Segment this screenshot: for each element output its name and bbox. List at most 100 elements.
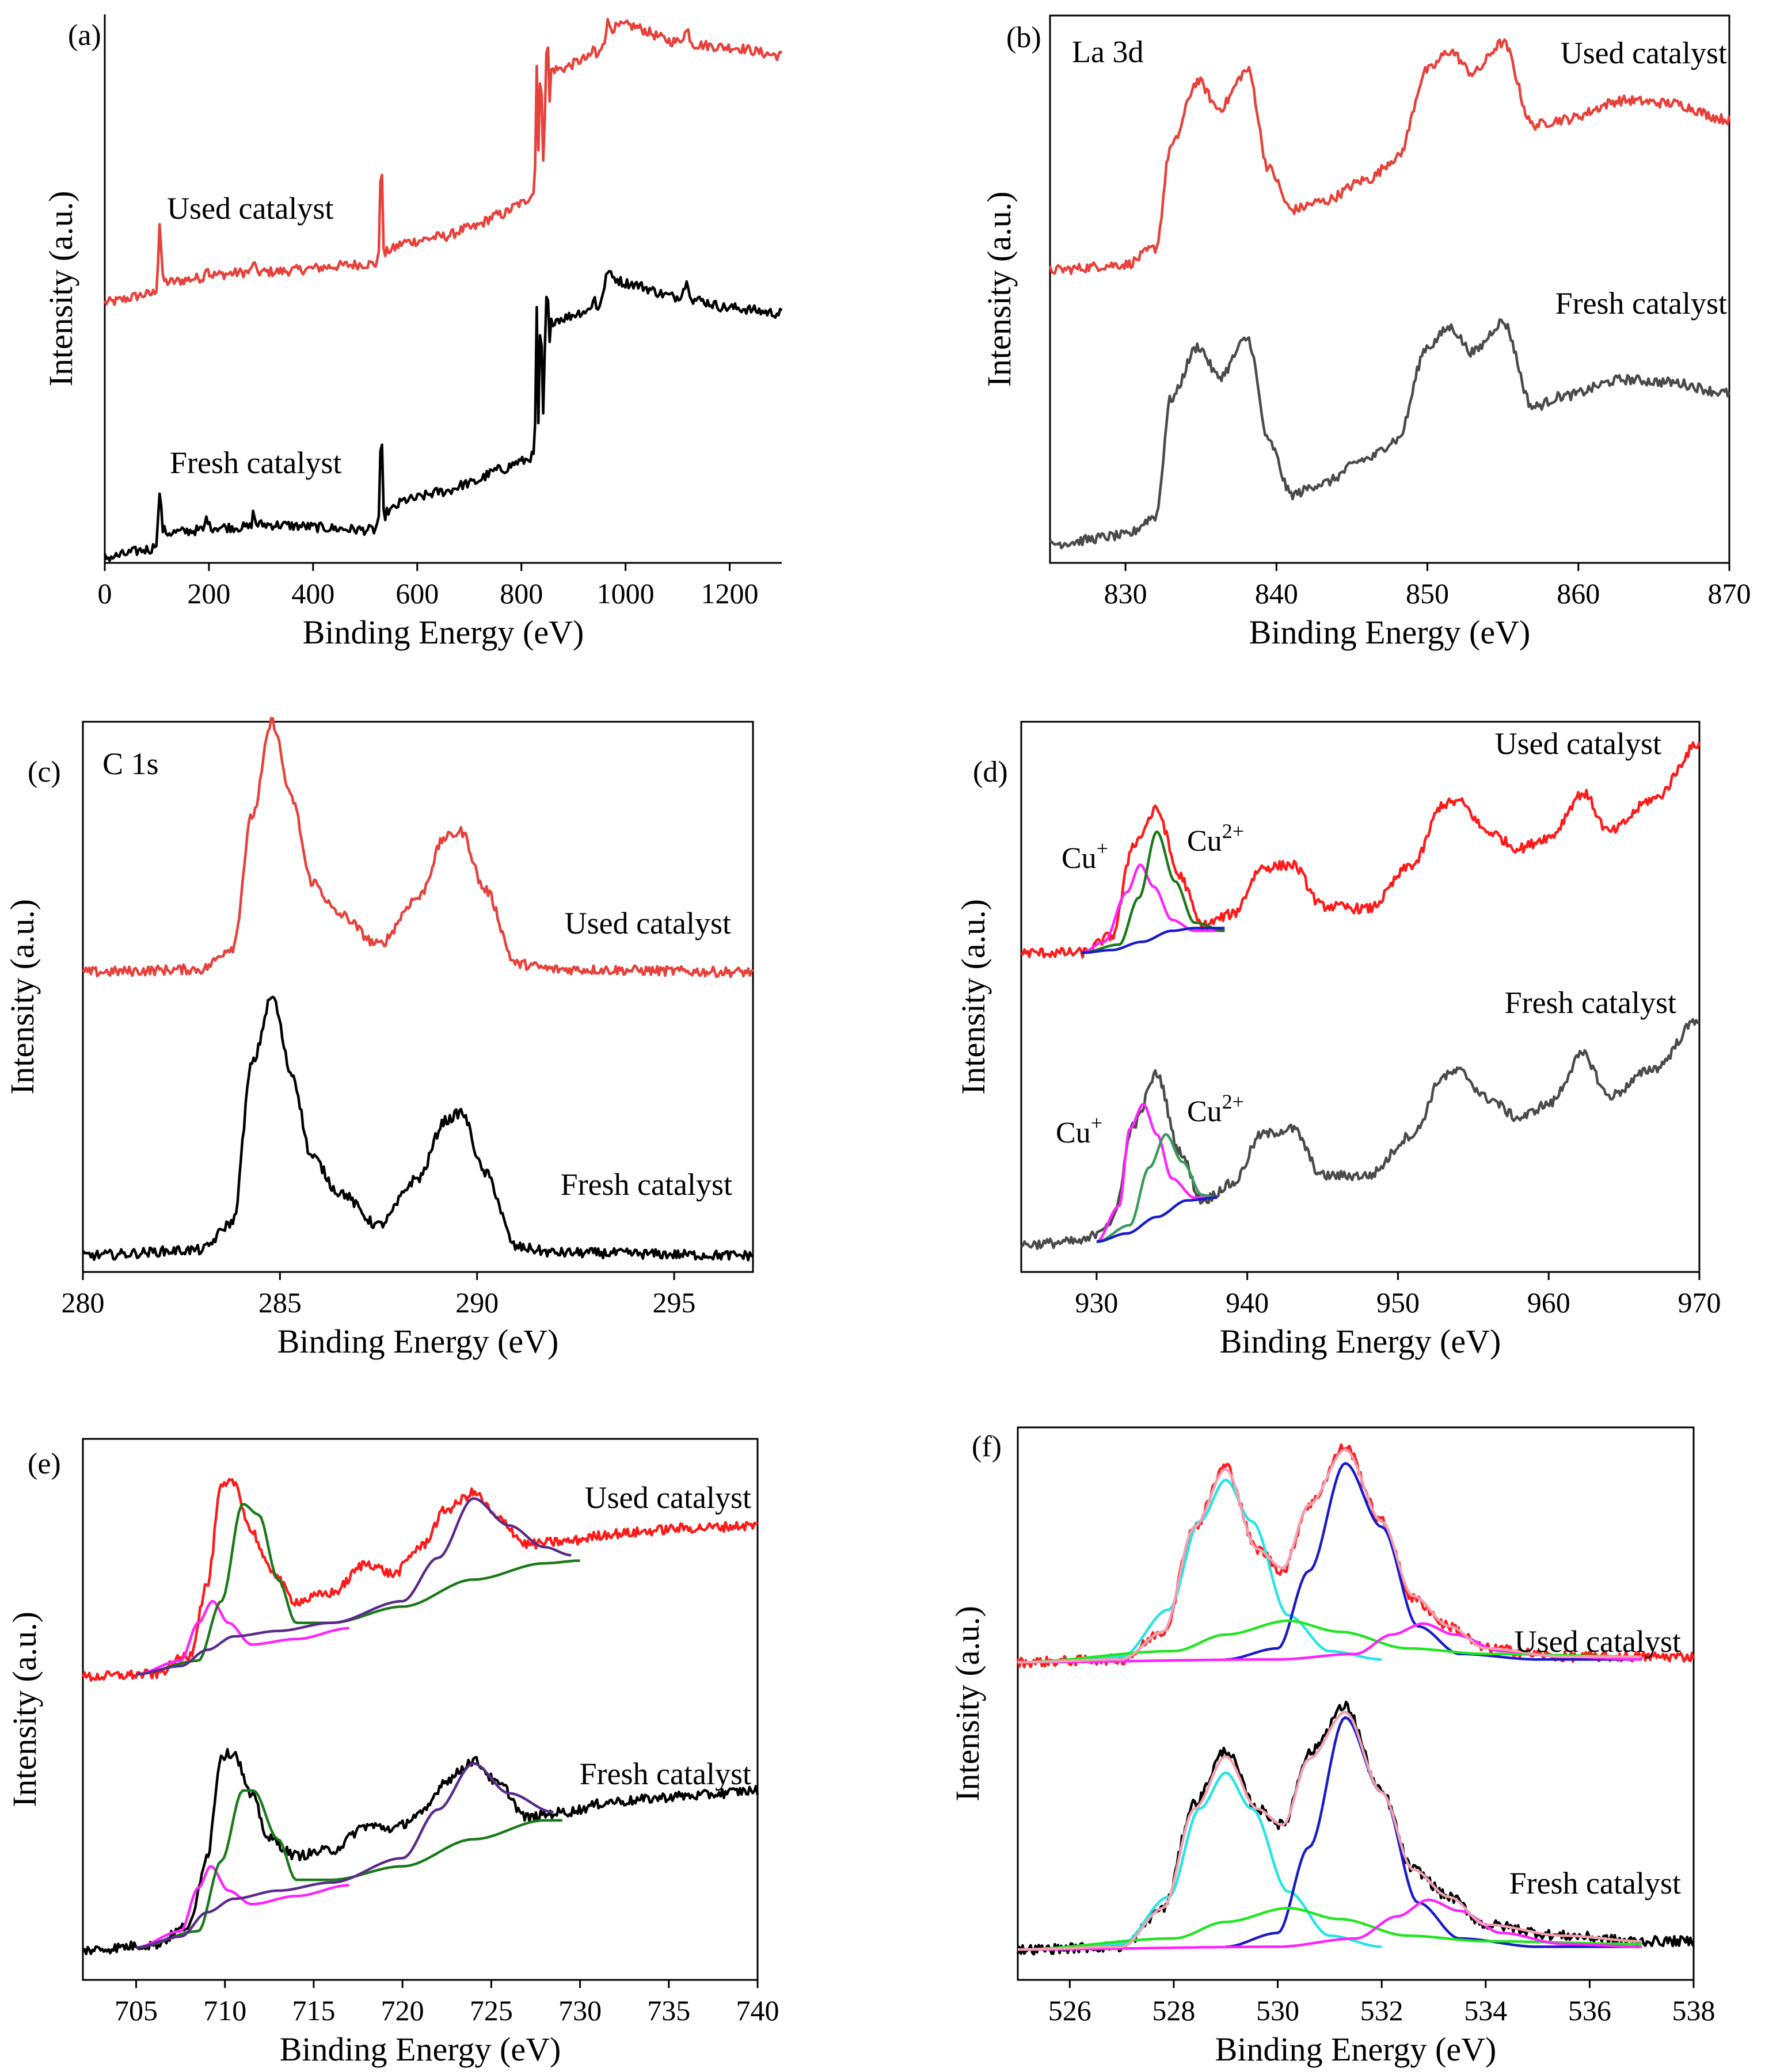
panel-c: 280 285 290 295 Binding Energy (eV) Intensity… (3, 717, 754, 1360)
y-axis-label: Intensity (a.u.) (949, 1606, 986, 1801)
x-tick-label: 400 (291, 577, 334, 610)
annotation-cu-state: Cu2+ (1187, 1090, 1244, 1128)
x-axis-label: Binding Energy (eV) (1220, 1323, 1501, 1360)
fit-line-surface-o (1226, 1716, 1642, 1948)
annotation-fresh-catalyst: Fresh catalyst (1555, 286, 1727, 321)
annotation-used-catalyst: Used catalyst (585, 1480, 751, 1515)
fit-line-adsorbed-o (1018, 1898, 1642, 1951)
panel-f: 526 528 530 532 534 536 538 Binding Energy (eV)… (949, 1426, 1715, 2068)
panel-label: (c) (28, 756, 61, 789)
fit-line-vacancy-o (1018, 1906, 1642, 1951)
x-tick-label: 530 (1256, 1994, 1299, 2027)
fit-line-fe-peak-2 (136, 1789, 562, 1949)
series-line-used-catalyst (1020, 741, 1701, 959)
x-tick-label: 600 (395, 577, 439, 610)
plot-frame (82, 1438, 759, 1981)
panel-a: 0 200 400 600 800 1000 1200 Binding Energy (eV)… (42, 14, 783, 651)
fit-line-cu2- (1095, 1133, 1218, 1243)
x-axis-label: Binding Energy (eV) (280, 2031, 561, 2068)
plot-frame (1020, 721, 1701, 1273)
series-line-used-catalyst (1048, 38, 1731, 275)
x-tick-label: 830 (1104, 577, 1147, 610)
fit-line-fe-peak-1 (136, 1599, 349, 1676)
series-line-fresh-catalyst (1049, 318, 1731, 550)
x-tick-label: 1000 (597, 577, 655, 610)
annotation-used-catalyst: Used catalyst (1495, 726, 1661, 761)
y-axis-label: Intensity (a.u.) (954, 899, 992, 1095)
fit-line-cu- (1081, 863, 1226, 954)
annotation-used-catalyst: Used catalyst (1515, 1624, 1681, 1659)
x-tick-label: 860 (1557, 577, 1600, 610)
x-tick-label: 720 (381, 1994, 424, 2027)
x-axis-label: Binding Energy (eV) (277, 1323, 559, 1360)
panel-e: 705 710 715 720 725 730 735 740 Binding Energy (… (6, 1438, 779, 2068)
x-tick-label: 715 (292, 1994, 335, 2027)
annotation-fresh-catalyst: Fresh catalyst (170, 445, 341, 480)
fit-line-lattice-o (1018, 1479, 1382, 1664)
fit-line-baseline (1095, 1196, 1218, 1243)
fit-line-background (136, 1762, 554, 1949)
fit-line-fe-peak-2 (136, 1503, 580, 1676)
fit-line-baseline (1081, 927, 1226, 954)
series-line-fresh-catalyst (1016, 1700, 1695, 1956)
fit-line-envelope (1018, 1711, 1642, 1951)
annotation-cu-state: Cu2+ (1187, 820, 1244, 858)
y-axis-label: Intensity (a.u.) (3, 899, 41, 1095)
x-axis-label: Binding Energy (eV) (1215, 2031, 1497, 2068)
chart-title: La 3d (1072, 35, 1143, 69)
x-tick-label: 538 (1672, 1994, 1715, 2027)
x-axis-label: Binding Energy (eV) (303, 614, 584, 651)
x-tick-label: 870 (1708, 577, 1751, 610)
x-tick-label: 730 (558, 1994, 602, 2027)
x-tick-label: 1200 (701, 577, 759, 610)
fit-line-envelope (1018, 1448, 1642, 1664)
annotation-fresh-catalyst: Fresh catalyst (580, 1757, 751, 1791)
x-tick-label: 285 (258, 1286, 302, 1319)
x-tick-label: 800 (500, 577, 543, 610)
annotation-used-catalyst: Used catalyst (167, 191, 333, 226)
annotation-used-catalyst: Used catalyst (1561, 36, 1727, 70)
x-tick-label: 536 (1568, 1994, 1611, 2027)
panel-d: 930 940 950 960 970 Binding Energy (eV) Intens… (954, 721, 1721, 1360)
plot-frame (82, 721, 754, 1273)
fit-line-surface-o (1226, 1462, 1642, 1661)
x-tick-label: 930 (1075, 1286, 1118, 1319)
panel-b: 830 840 850 860 870 Binding Energy (eV) Intens… (980, 14, 1751, 651)
x-tick-label: 710 (203, 1994, 246, 2027)
plot-frame (1017, 1426, 1695, 1981)
fit-line-background (136, 1497, 572, 1676)
series-line-fresh-catalyst (82, 995, 754, 1262)
x-tick-label: 705 (115, 1994, 158, 2027)
x-tick-label: 528 (1152, 1994, 1195, 2027)
x-tick-label: 740 (736, 1994, 779, 2027)
annotation-used-catalyst: Used catalyst (565, 906, 731, 940)
series-line-fresh-catalyst (103, 269, 783, 562)
series-line-used-catalyst (82, 717, 754, 978)
panel-label: (b) (1006, 21, 1041, 54)
series-line-used-catalyst (81, 1477, 759, 1682)
x-tick-label: 0 (98, 577, 112, 610)
annotation-fresh-catalyst: Fresh catalyst (1509, 1866, 1681, 1900)
x-tick-label: 295 (653, 1286, 696, 1319)
x-axis-label: Binding Energy (eV) (1249, 614, 1531, 651)
series-line-fresh-catalyst (82, 1747, 759, 1956)
chart-title: C 1s (102, 746, 159, 781)
series-line-used-catalyst (103, 18, 783, 306)
x-tick-label: 200 (187, 577, 230, 610)
x-tick-label: 840 (1255, 577, 1298, 610)
x-tick-label: 970 (1678, 1286, 1721, 1319)
annotation-fresh-catalyst: Fresh catalyst (561, 1167, 732, 1202)
x-tick-label: 735 (647, 1994, 690, 2027)
fit-line-cu- (1095, 1103, 1218, 1243)
x-tick-label: 532 (1360, 1994, 1403, 2027)
fit-line-fe-peak-1 (136, 1865, 349, 1949)
panel-label: (d) (973, 756, 1008, 789)
x-tick-label: 526 (1048, 1994, 1091, 2027)
x-tick-label: 850 (1406, 577, 1449, 610)
fit-line-cu2- (1081, 830, 1226, 954)
panel-label: (f) (972, 1430, 1002, 1463)
y-axis-label: Intensity (a.u.) (6, 1612, 43, 1807)
series-line-fresh-catalyst (1020, 1018, 1700, 1250)
x-tick-label: 280 (62, 1286, 105, 1319)
panel-label: (e) (28, 1448, 61, 1480)
